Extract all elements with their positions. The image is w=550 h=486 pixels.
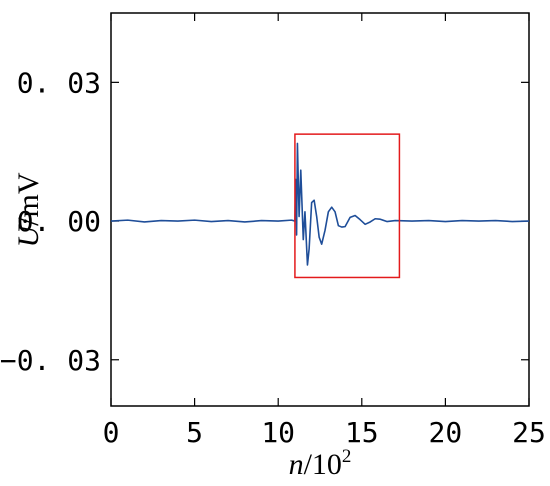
y-axis-unit: /mV <box>12 172 45 226</box>
y-axis-label: U/mV <box>12 172 45 247</box>
x-axis-ticks: 0 5 10 15 20 25 <box>103 13 546 449</box>
plot-frame <box>110 12 530 407</box>
y-tick-label: 0. 00 <box>17 205 101 238</box>
x-axis-exponent: 2 <box>342 446 352 467</box>
x-tick-label: 10 <box>261 416 295 449</box>
y-tick-label: −0. 03 <box>0 344 101 377</box>
signal-line <box>110 142 530 266</box>
series-layer <box>110 142 530 266</box>
x-axis-label: n/102 <box>289 446 352 481</box>
x-tick-label: 20 <box>429 416 463 449</box>
highlight-box <box>294 133 401 279</box>
x-axis-unit: /10 <box>304 448 342 481</box>
x-tick-label: 15 <box>345 416 379 449</box>
x-axis-variable: n <box>289 448 304 481</box>
y-tick-label: 0. 03 <box>17 66 101 99</box>
y-axis-variable: U <box>12 224 45 248</box>
x-tick-label: 5 <box>186 416 203 449</box>
x-tick-label: 25 <box>512 416 546 449</box>
annotation-layer <box>294 133 401 279</box>
x-tick-label: 0 <box>103 416 120 449</box>
y-axis-ticks: −0. 03 0. 00 0. 03 <box>0 66 529 377</box>
